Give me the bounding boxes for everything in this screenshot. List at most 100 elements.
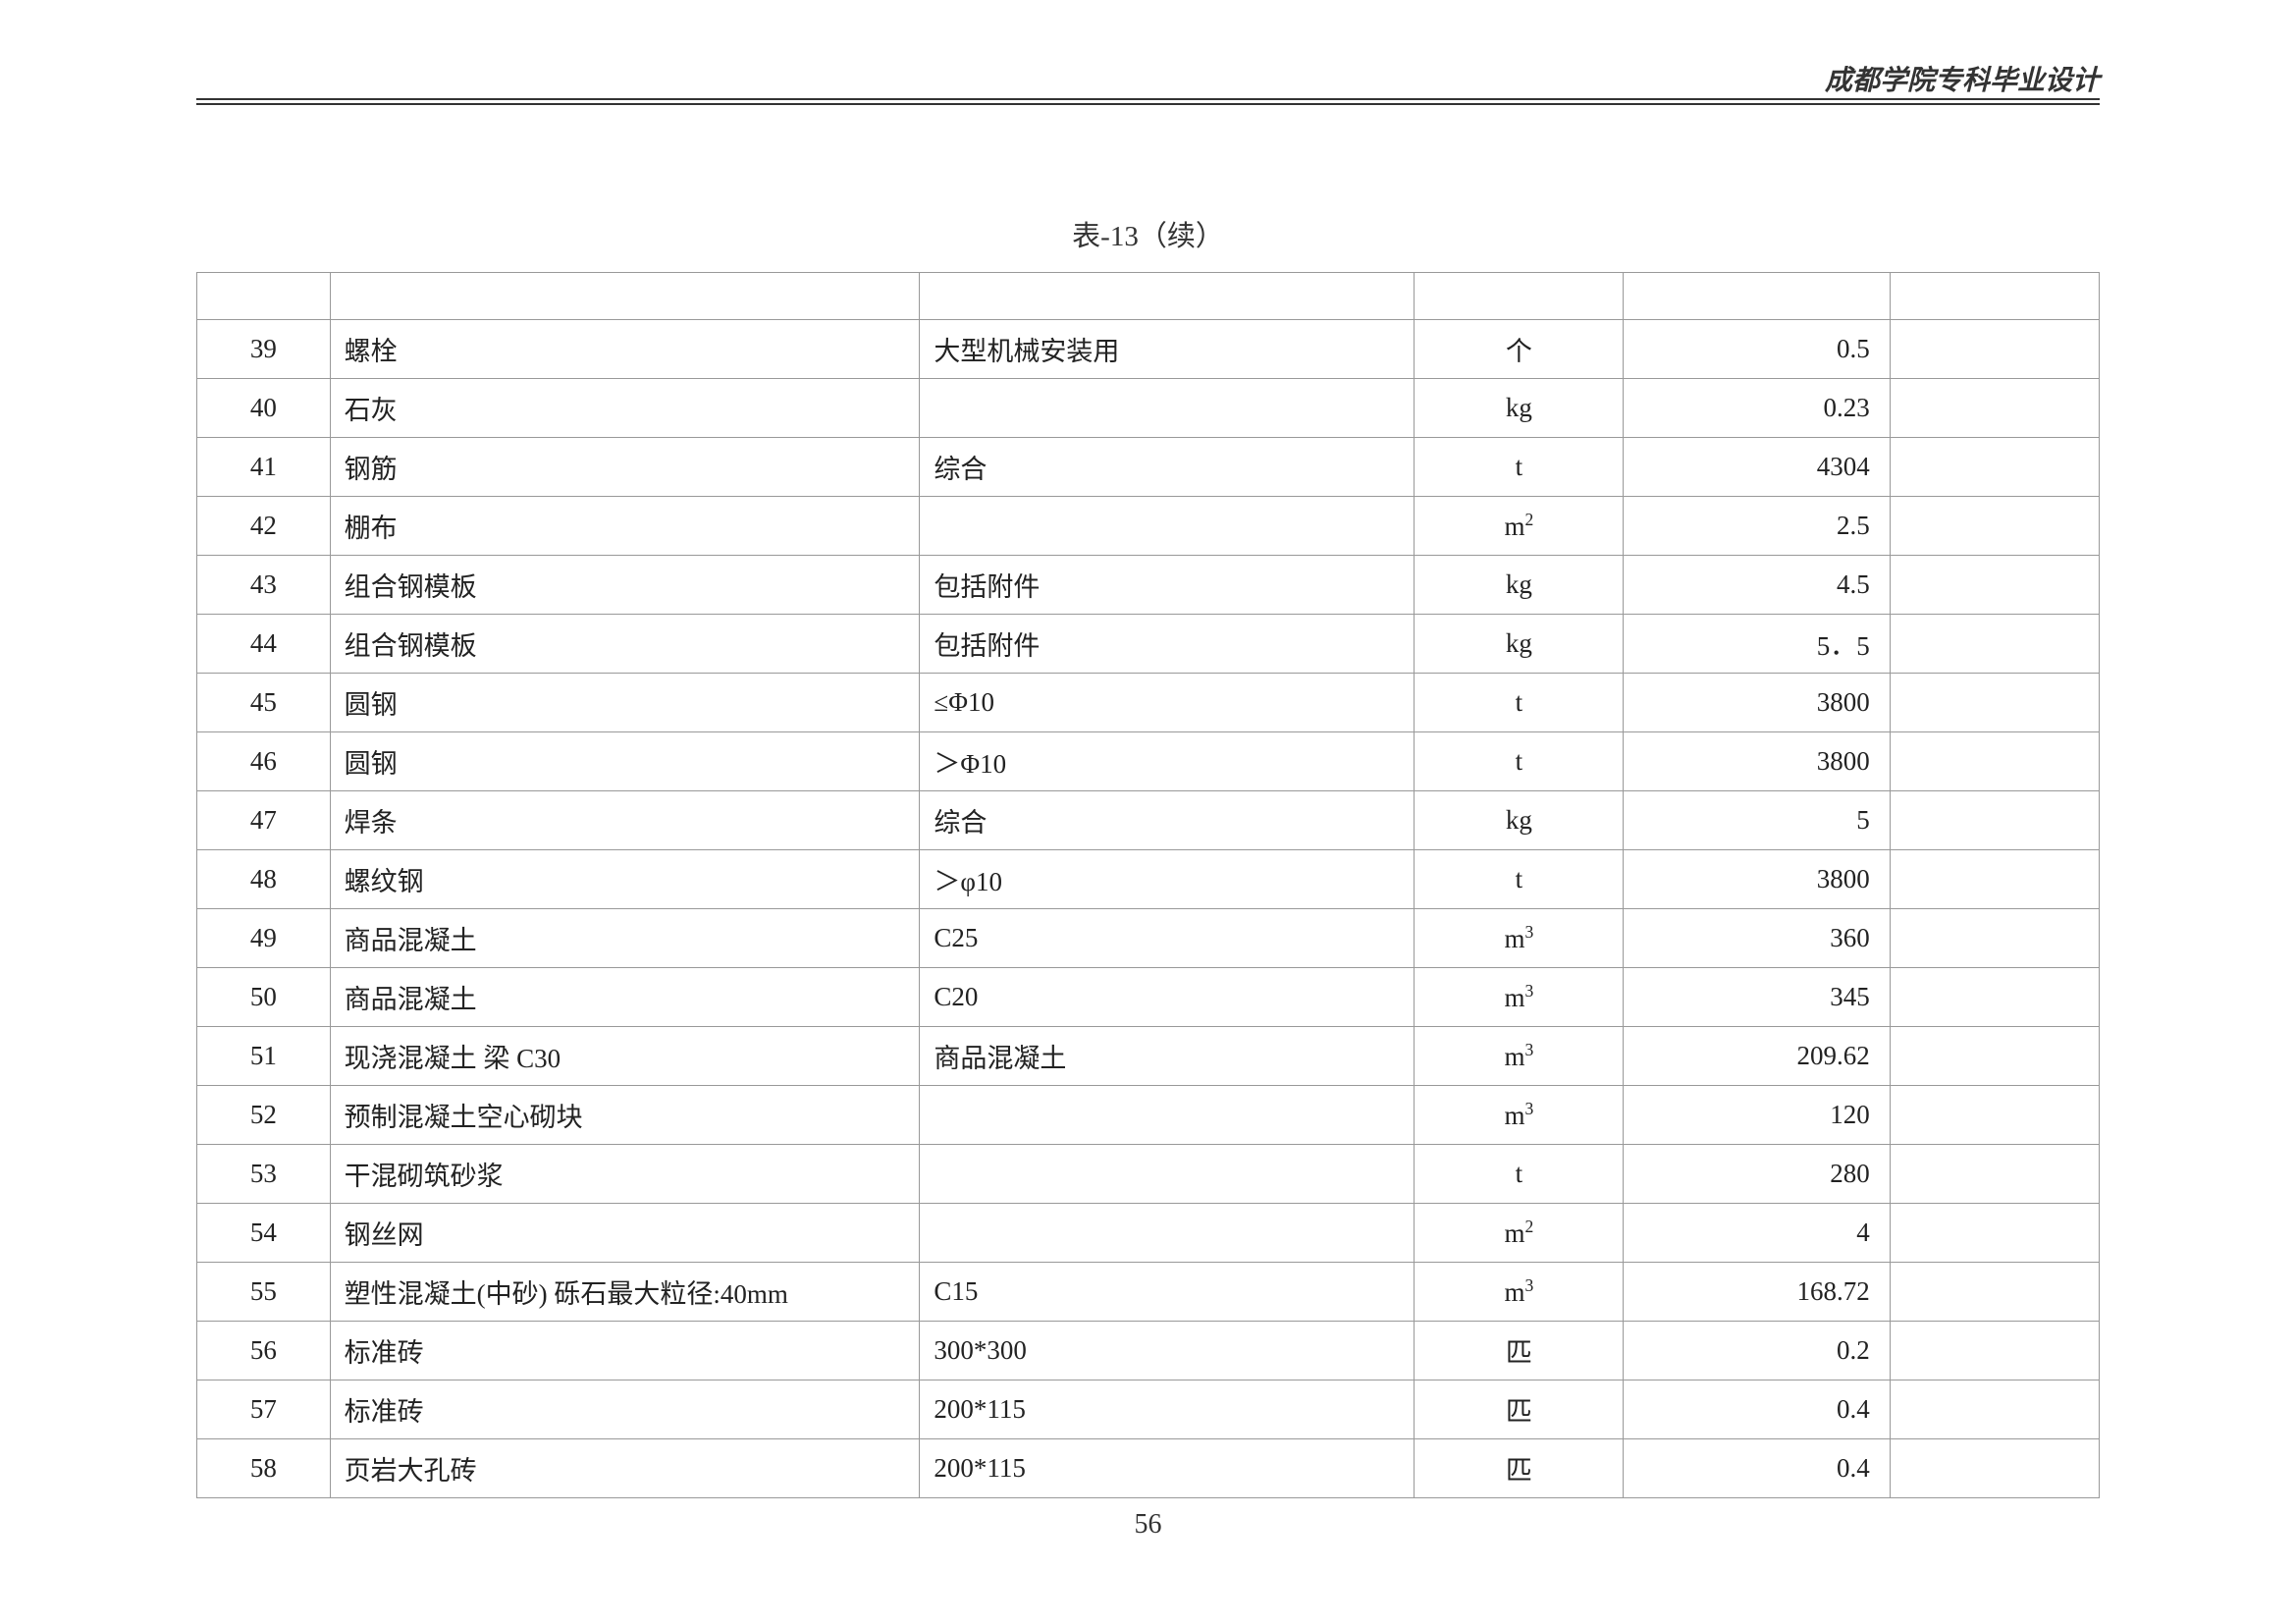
- cell-name: 组合钢模板: [330, 556, 920, 615]
- cell-spec: ＞Φ10: [920, 732, 1415, 791]
- table-row: 57标准砖200*115匹0.4: [197, 1380, 2100, 1439]
- cell-name: 干混砌筑砂浆: [330, 1145, 920, 1204]
- page-container: 成都学院专科毕业设计 表-13（续） 39螺栓大型机械安装用个0.540石灰kg…: [0, 0, 2296, 1624]
- cell-remark: [1890, 909, 2099, 968]
- cell-index: 49: [197, 909, 331, 968]
- cell-index: 58: [197, 1439, 331, 1498]
- table-row: 44组合钢模板包括附件kg5．5: [197, 615, 2100, 674]
- cell-remark: [1890, 968, 2099, 1027]
- cell-unit: m2: [1415, 497, 1624, 556]
- header-rule-top: [196, 98, 2100, 100]
- cell-spec: 200*115: [920, 1439, 1415, 1498]
- cell-name: 商品混凝土: [330, 909, 920, 968]
- cell-unit: kg: [1415, 791, 1624, 850]
- table-row: 46圆钢＞Φ10t3800: [197, 732, 2100, 791]
- cell-remark: [1890, 556, 2099, 615]
- cell-price: 168.72: [1624, 1263, 1890, 1322]
- cell-name: 预制混凝土空心砌块: [330, 1086, 920, 1145]
- cell-spec: [920, 497, 1415, 556]
- cell-index: 41: [197, 438, 331, 497]
- cell-remark: [1890, 1380, 2099, 1439]
- cell-spec: [920, 1204, 1415, 1263]
- table-row: 41钢筋综合t4304: [197, 438, 2100, 497]
- cell-price: 0.4: [1624, 1439, 1890, 1498]
- cell-remark: [1890, 1145, 2099, 1204]
- table-row: 55塑性混凝土(中砂) 砾石最大粒径:40mmC15m3168.72: [197, 1263, 2100, 1322]
- cell-remark: [1890, 1322, 2099, 1380]
- cell-unit: t: [1415, 1145, 1624, 1204]
- cell-price: 3800: [1624, 674, 1890, 732]
- cell-name: 石灰: [330, 379, 920, 438]
- cell-unit: m3: [1415, 909, 1624, 968]
- cell-unit: t: [1415, 674, 1624, 732]
- cell-spec: 包括附件: [920, 615, 1415, 674]
- cell-index: 40: [197, 379, 331, 438]
- cell-price: 0.5: [1624, 320, 1890, 379]
- cell-spec: C15: [920, 1263, 1415, 1322]
- table-row: 47焊条综合kg5: [197, 791, 2100, 850]
- table-row: 51现浇混凝土 梁 C30商品混凝土m3209.62: [197, 1027, 2100, 1086]
- table-row: 52预制混凝土空心砌块m3120: [197, 1086, 2100, 1145]
- cell-remark: [1890, 732, 2099, 791]
- cell-price: 3800: [1624, 850, 1890, 909]
- table-row: 54钢丝网m24: [197, 1204, 2100, 1263]
- cell-name: 标准砖: [330, 1322, 920, 1380]
- cell-price: 2.5: [1624, 497, 1890, 556]
- cell-remark: [1890, 791, 2099, 850]
- cell-remark: [1890, 1204, 2099, 1263]
- cell-index: 57: [197, 1380, 331, 1439]
- cell-name: 圆钢: [330, 732, 920, 791]
- cell-name: 塑性混凝土(中砂) 砾石最大粒径:40mm: [330, 1263, 920, 1322]
- cell-name: 组合钢模板: [330, 615, 920, 674]
- cell-price: 4.5: [1624, 556, 1890, 615]
- header-cell: [1624, 273, 1890, 320]
- cell-spec: 200*115: [920, 1380, 1415, 1439]
- cell-remark: [1890, 379, 2099, 438]
- cell-remark: [1890, 320, 2099, 379]
- cell-name: 商品混凝土: [330, 968, 920, 1027]
- cell-spec: 综合: [920, 438, 1415, 497]
- cell-unit: 匹: [1415, 1439, 1624, 1498]
- data-table: 39螺栓大型机械安装用个0.540石灰kg0.2341钢筋综合t430442棚布…: [196, 272, 2100, 1498]
- cell-index: 48: [197, 850, 331, 909]
- cell-remark: [1890, 1027, 2099, 1086]
- cell-name: 钢丝网: [330, 1204, 920, 1263]
- cell-price: 4304: [1624, 438, 1890, 497]
- cell-name: 螺栓: [330, 320, 920, 379]
- cell-unit: m3: [1415, 968, 1624, 1027]
- cell-unit: t: [1415, 850, 1624, 909]
- cell-remark: [1890, 615, 2099, 674]
- page-number: 56: [0, 1509, 2296, 1541]
- cell-index: 51: [197, 1027, 331, 1086]
- cell-name: 标准砖: [330, 1380, 920, 1439]
- table-row: 56标准砖300*300匹0.2: [197, 1322, 2100, 1380]
- cell-spec: [920, 379, 1415, 438]
- table-row: 43组合钢模板包括附件kg4.5: [197, 556, 2100, 615]
- cell-price: 120: [1624, 1086, 1890, 1145]
- cell-unit: m3: [1415, 1027, 1624, 1086]
- cell-unit: m3: [1415, 1263, 1624, 1322]
- cell-name: 焊条: [330, 791, 920, 850]
- cell-unit: 匹: [1415, 1322, 1624, 1380]
- cell-spec: 商品混凝土: [920, 1027, 1415, 1086]
- cell-remark: [1890, 1086, 2099, 1145]
- cell-spec: ＞φ10: [920, 850, 1415, 909]
- cell-spec: [920, 1145, 1415, 1204]
- cell-unit: t: [1415, 732, 1624, 791]
- cell-price: 345: [1624, 968, 1890, 1027]
- cell-remark: [1890, 850, 2099, 909]
- cell-spec: C20: [920, 968, 1415, 1027]
- cell-spec: 300*300: [920, 1322, 1415, 1380]
- cell-remark: [1890, 1439, 2099, 1498]
- header-cell: [330, 273, 920, 320]
- cell-name: 圆钢: [330, 674, 920, 732]
- cell-index: 50: [197, 968, 331, 1027]
- cell-index: 45: [197, 674, 331, 732]
- cell-spec: 综合: [920, 791, 1415, 850]
- cell-unit: m2: [1415, 1204, 1624, 1263]
- header-cell: [1890, 273, 2099, 320]
- cell-name: 螺纹钢: [330, 850, 920, 909]
- cell-index: 46: [197, 732, 331, 791]
- cell-index: 47: [197, 791, 331, 850]
- cell-index: 43: [197, 556, 331, 615]
